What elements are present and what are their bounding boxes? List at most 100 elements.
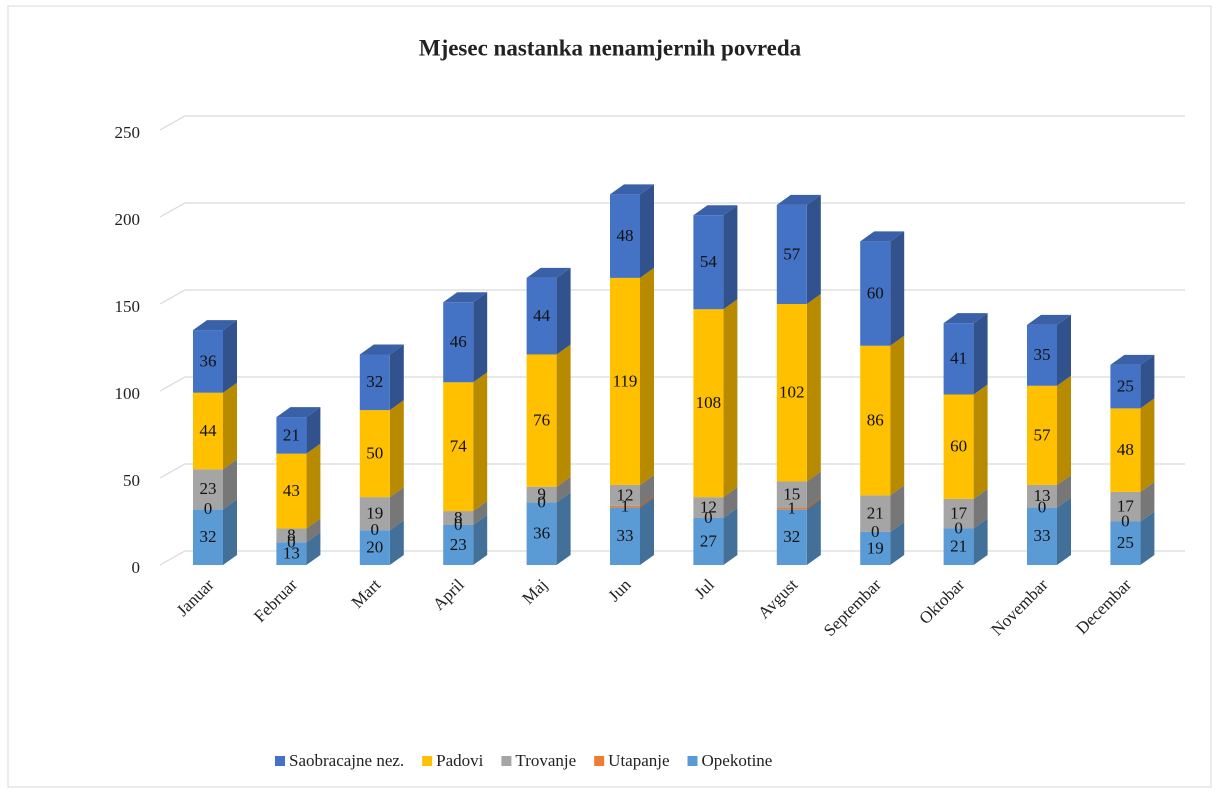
bar-segment: [443, 524, 474, 565]
data-label: 32: [366, 372, 383, 391]
data-label: 86: [867, 410, 884, 429]
bar-side: [1140, 354, 1155, 409]
bar-side: [556, 476, 571, 503]
data-label: 0: [204, 499, 213, 518]
data-label: 35: [1034, 345, 1051, 364]
bar-top: [610, 184, 654, 195]
data-label: 1: [621, 497, 630, 516]
data-label: 8: [287, 525, 296, 544]
bar-segment: [610, 484, 640, 506]
legend-label: Saobracajne nez.: [289, 751, 404, 770]
bar-segment: [276, 453, 307, 529]
bar-segment: [1110, 408, 1141, 492]
bar-segment: [443, 511, 474, 525]
data-label: 25: [1117, 533, 1134, 552]
data-label: 76: [533, 410, 550, 429]
data-label: 44: [533, 306, 551, 325]
bar-segment: [693, 497, 724, 519]
bar-segment: [193, 469, 223, 510]
bar-top: [776, 194, 821, 205]
bar-segment: [526, 277, 557, 355]
data-label: 23: [450, 535, 467, 554]
data-label: 0: [704, 508, 713, 527]
bar-side: [890, 485, 905, 532]
bar-segment: [610, 507, 640, 565]
data-label: 17: [950, 504, 968, 523]
bar-side: [1140, 481, 1155, 522]
bar-segment: [860, 495, 891, 532]
bar-side: [389, 487, 404, 531]
data-label: 8: [454, 508, 463, 527]
data-label: 108: [696, 393, 722, 412]
data-label: 0: [871, 522, 880, 541]
bar-top: [526, 267, 571, 278]
data-label: 57: [783, 244, 801, 263]
data-label: 1: [788, 498, 797, 517]
bar-segment: [443, 382, 474, 512]
bar-segment: [359, 530, 390, 565]
bar-segment: [359, 497, 390, 531]
bar-side: [723, 487, 738, 519]
bar-side: [1057, 474, 1071, 508]
data-label: 13: [283, 544, 300, 563]
bar-segment: [860, 531, 891, 565]
bar-side: [640, 497, 654, 565]
data-label: 12: [617, 485, 634, 504]
bar-segment: [193, 330, 223, 393]
data-label: 0: [1038, 497, 1047, 516]
bar-side: [223, 320, 237, 393]
data-label: 0: [1121, 511, 1130, 530]
legend-label: Padovi: [436, 751, 484, 770]
bar-side: [473, 372, 488, 512]
bar-segment: [526, 486, 557, 503]
bar-side: [723, 508, 738, 565]
bar-segment: [776, 509, 807, 565]
bar-segment: [776, 481, 807, 508]
bar-side: [806, 497, 821, 510]
data-label: 74: [450, 437, 468, 456]
data-label: 44: [200, 421, 218, 440]
bar-side: [890, 335, 905, 496]
data-label: 0: [454, 515, 463, 534]
bar-segment: [943, 323, 974, 395]
bar-segment: [1110, 491, 1141, 522]
data-label: 0: [371, 520, 380, 539]
legend-swatch: [687, 756, 698, 766]
bar-segment: [193, 392, 223, 470]
grid-line: [159, 550, 1185, 566]
bar-side: [973, 518, 988, 565]
data-label: 20: [366, 538, 383, 557]
bar-top: [943, 313, 988, 324]
bar-side: [723, 205, 738, 310]
grid-line: [159, 202, 1185, 218]
data-label: 17: [1117, 497, 1135, 516]
bar-segment: [1027, 385, 1057, 485]
bar-side: [1140, 511, 1155, 565]
data-label: 60: [867, 283, 884, 302]
data-label: 43: [283, 481, 300, 500]
bar-side: [723, 299, 738, 498]
grid-line: [159, 115, 1185, 131]
data-label: 60: [950, 437, 967, 456]
data-label: 12: [700, 497, 717, 516]
data-label: 32: [783, 527, 800, 546]
bar-side: [473, 514, 488, 565]
bar-side: [806, 294, 821, 482]
legend-swatch: [422, 756, 433, 766]
data-label: 46: [450, 332, 467, 351]
y-tick-label: 100: [115, 384, 141, 403]
data-label: 36: [200, 351, 217, 370]
bar-side: [306, 518, 321, 543]
bar-segment: [1027, 507, 1057, 565]
data-label: 48: [617, 226, 634, 245]
bar-side: [223, 459, 237, 510]
data-label: 32: [200, 527, 217, 546]
bar-segment: [193, 509, 223, 565]
bar-side: [1057, 497, 1071, 565]
bar-segment: [526, 502, 557, 565]
bar-side: [223, 382, 237, 470]
bar-segment: [776, 507, 807, 510]
bar-segment: [943, 498, 974, 529]
data-label: 119: [613, 371, 638, 390]
bar-side: [806, 499, 821, 565]
